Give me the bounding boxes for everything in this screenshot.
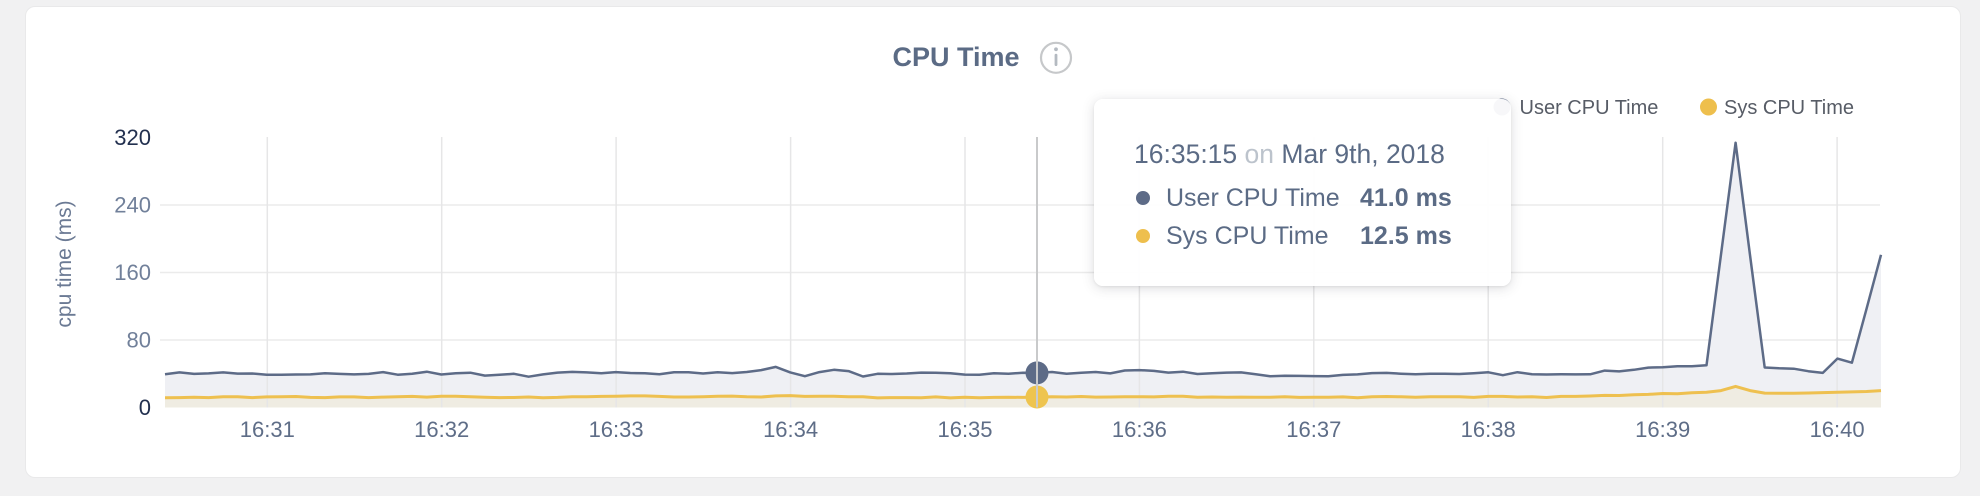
svg-text:cpu time (ms): cpu time (ms): [53, 200, 76, 327]
svg-text:16:40: 16:40: [1810, 417, 1865, 442]
svg-text:16:31: 16:31: [240, 417, 295, 442]
svg-text:16:38: 16:38: [1461, 417, 1516, 442]
svg-text:16:39: 16:39: [1635, 417, 1690, 442]
svg-text:240: 240: [114, 193, 151, 218]
svg-text:Sys CPU Time: Sys CPU Time: [1724, 97, 1854, 119]
svg-text:16:33: 16:33: [589, 417, 644, 442]
svg-text:16:37: 16:37: [1286, 417, 1341, 442]
svg-text:320: 320: [114, 125, 151, 150]
svg-text:16:35: 16:35: [937, 417, 992, 442]
svg-text:0: 0: [139, 395, 151, 420]
svg-text:160: 160: [114, 260, 151, 285]
svg-text:User CPU Time: User CPU Time: [1520, 97, 1659, 119]
svg-text:16:36: 16:36: [1112, 417, 1167, 442]
svg-text:16:34: 16:34: [763, 417, 818, 442]
svg-text:16:32: 16:32: [414, 417, 469, 442]
svg-text:80: 80: [127, 328, 151, 353]
